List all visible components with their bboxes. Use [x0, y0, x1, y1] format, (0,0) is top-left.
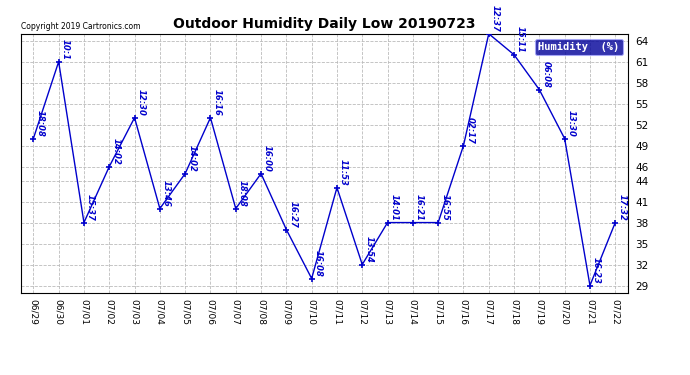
Text: 16:08: 16:08 [314, 249, 323, 276]
Text: 12:30: 12:30 [137, 89, 146, 116]
Title: Outdoor Humidity Daily Low 20190723: Outdoor Humidity Daily Low 20190723 [173, 17, 475, 31]
Text: 10:1: 10:1 [61, 39, 70, 60]
Legend: Humidity  (%): Humidity (%) [535, 39, 622, 55]
Text: 16:16: 16:16 [213, 89, 221, 116]
Text: 15:37: 15:37 [86, 194, 95, 220]
Text: 12:37: 12:37 [491, 5, 500, 32]
Text: 06:08: 06:08 [542, 61, 551, 88]
Text: 13:46: 13:46 [162, 180, 171, 207]
Text: 18:08: 18:08 [238, 180, 247, 207]
Text: 14:01: 14:01 [390, 194, 399, 220]
Text: Copyright 2019 Cartronics.com: Copyright 2019 Cartronics.com [21, 22, 140, 31]
Text: 02:17: 02:17 [466, 117, 475, 144]
Text: 13:54: 13:54 [364, 236, 373, 262]
Text: 16:55: 16:55 [440, 194, 449, 220]
Text: 17:32: 17:32 [618, 194, 627, 220]
Text: 18:08: 18:08 [35, 110, 44, 136]
Text: 16:23: 16:23 [592, 256, 601, 284]
Text: 11:53: 11:53 [339, 159, 348, 186]
Text: 14:02: 14:02 [187, 145, 196, 171]
Text: 13:30: 13:30 [566, 110, 575, 136]
Text: 15:11: 15:11 [516, 26, 525, 53]
Text: 16:00: 16:00 [263, 145, 272, 171]
Text: 16:21: 16:21 [415, 194, 424, 220]
Text: 14:02: 14:02 [111, 138, 120, 165]
Text: 16:27: 16:27 [288, 201, 297, 228]
